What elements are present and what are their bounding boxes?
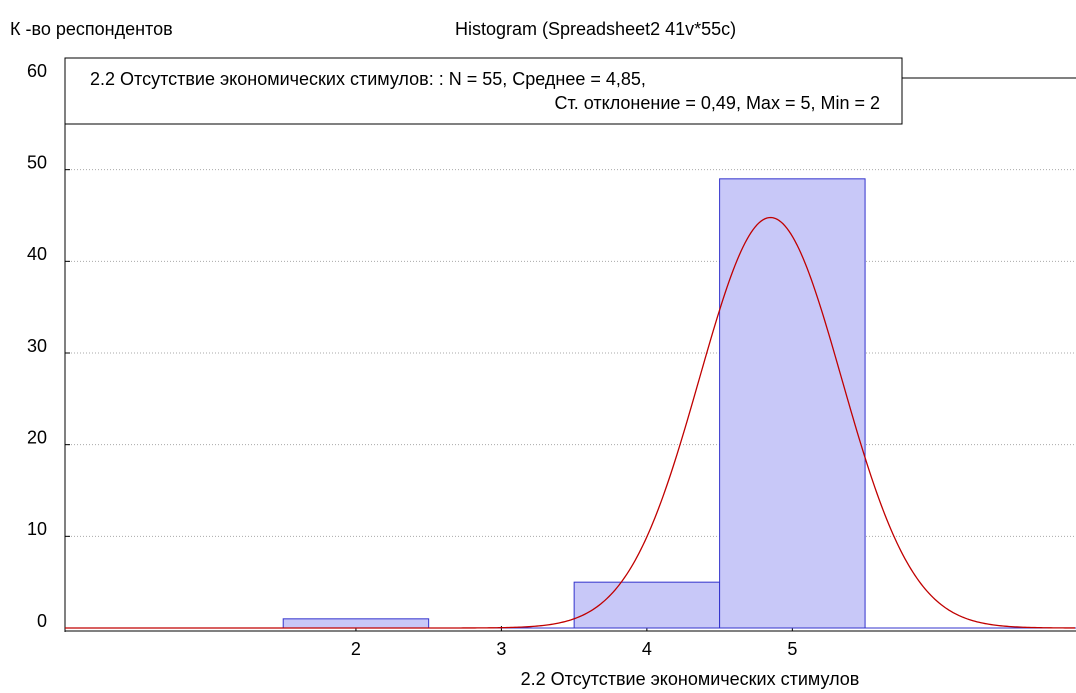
annotation-box xyxy=(64,57,903,125)
x-tick-label: 2 xyxy=(351,639,361,659)
bar xyxy=(282,618,430,629)
y-tick-label: 10 xyxy=(27,519,47,539)
y-axis-label: К -во респондентов xyxy=(10,19,173,39)
x-tick-label: 5 xyxy=(787,639,797,659)
y-tick-label: 0 xyxy=(37,611,47,631)
annotation: Ст. отклонение = 0,49, Max = 5, Min = 2 xyxy=(555,93,880,113)
annotation: 2.2 Отсутствие экономических стимулов: :… xyxy=(90,69,646,89)
y-tick-label: 20 xyxy=(27,427,47,447)
x-axis-label: 2.2 Отсутствие экономических стимулов xyxy=(521,669,860,689)
chart-title: Histogram (Spreadsheet2 41v*55c) xyxy=(455,19,736,39)
y-tick-label: 60 xyxy=(27,61,47,81)
y-tick-label: 50 xyxy=(27,152,47,172)
y-tick-label: 30 xyxy=(27,336,47,356)
bar xyxy=(719,178,866,629)
bar xyxy=(573,581,721,629)
x-tick-label: 4 xyxy=(642,639,652,659)
x-tick-label: 3 xyxy=(496,639,506,659)
normal-curve xyxy=(65,216,1076,629)
y-tick-label: 40 xyxy=(27,244,47,264)
